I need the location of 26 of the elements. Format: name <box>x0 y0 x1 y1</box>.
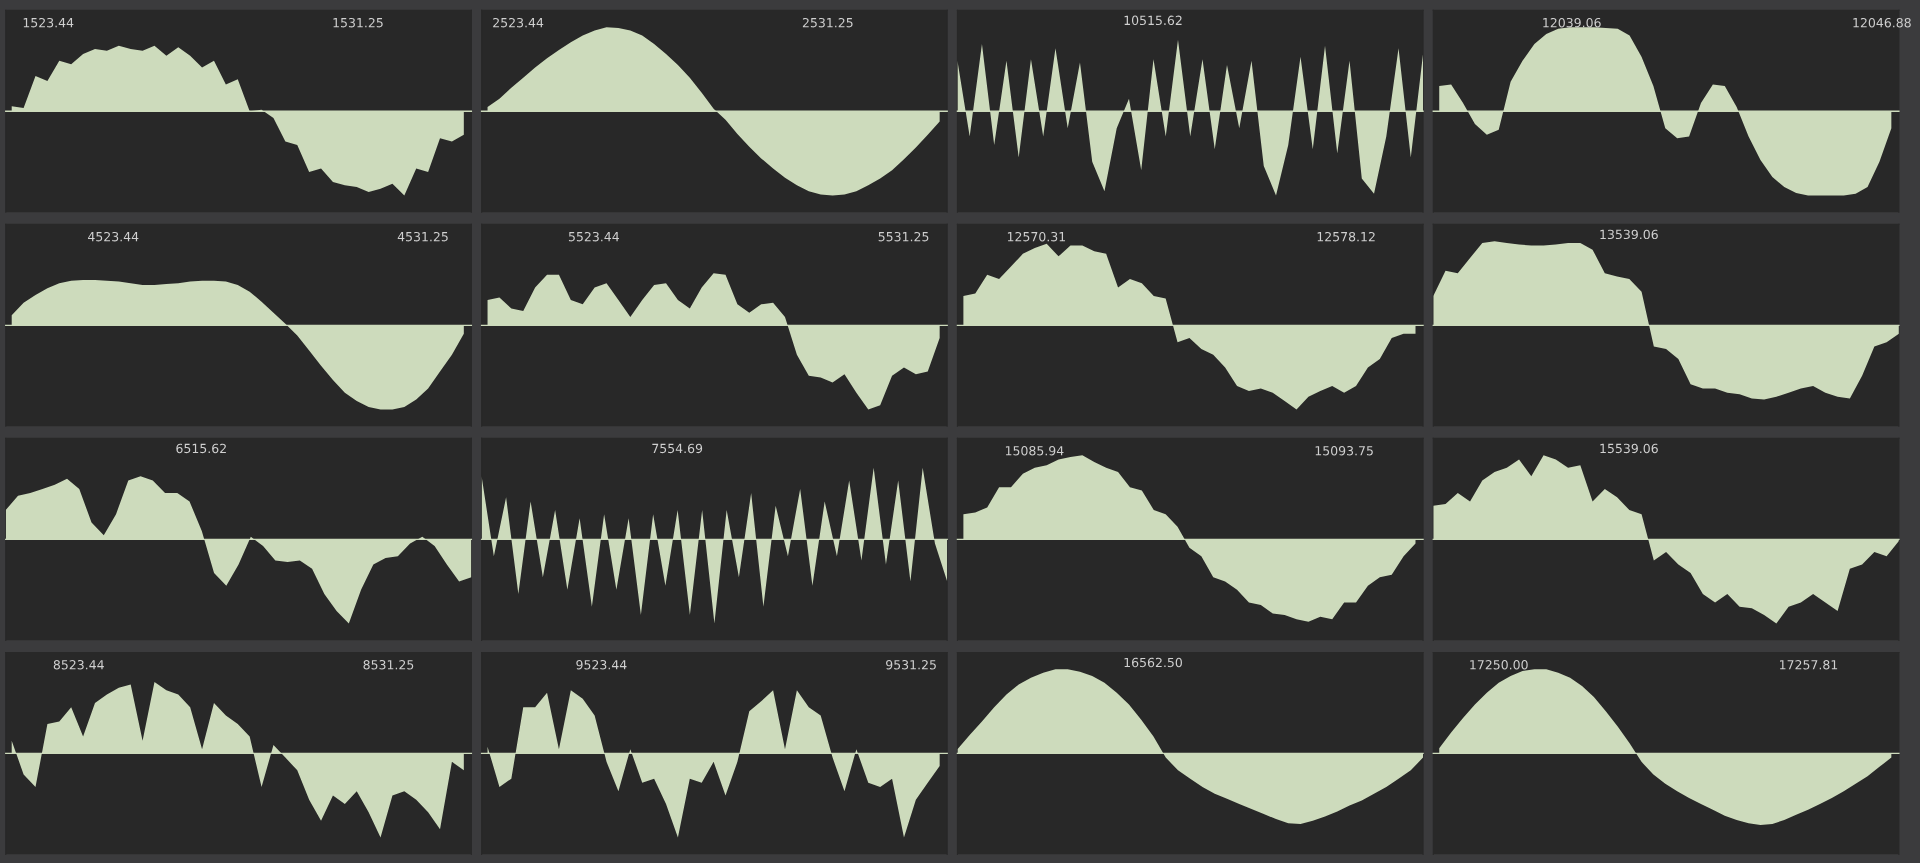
x-tick-label: 15093.75 <box>1315 445 1373 456</box>
x-tick-label: 4523.44 <box>88 231 139 242</box>
text: 13539.06 <box>1600 229 1658 240</box>
x-tick-label: 5523.44 <box>568 231 619 242</box>
x-tick-label: 12046.88 <box>1853 17 1911 28</box>
text: 10515.62 <box>1124 15 1182 26</box>
x-tick-label: 15085.94 <box>1005 445 1064 456</box>
x-tick-label: 9523.44 <box>576 660 627 670</box>
x-tick-label: 12578.12 <box>1317 231 1375 242</box>
x-tick-label: 17257.81 <box>1780 660 1838 670</box>
x-tick-label: 17250.00 <box>1470 660 1528 670</box>
x-tick-label: 4531.25 <box>397 231 448 242</box>
x-tick-label: 1523.44 <box>23 17 74 28</box>
x-tick-label: 12570.31 <box>1007 231 1066 242</box>
text: 7554.69 <box>652 443 703 454</box>
x-tick-label: 12039.06 <box>1543 17 1601 28</box>
x-tick-label: 2523.44 <box>493 17 544 28</box>
x-tick-label: 2531.25 <box>802 17 853 28</box>
x-tick-label: 5531.25 <box>878 231 929 242</box>
x-tick-label: 1531.25 <box>333 17 383 28</box>
x-tick-label: 9531.25 <box>886 660 936 670</box>
text: 6515.62 <box>176 443 226 454</box>
x-tick-label: 8531.25 <box>363 660 414 670</box>
text: 16562.50 <box>1124 657 1182 668</box>
x-tick-label: 8523.44 <box>53 660 104 670</box>
text: 15539.06 <box>1600 443 1658 454</box>
